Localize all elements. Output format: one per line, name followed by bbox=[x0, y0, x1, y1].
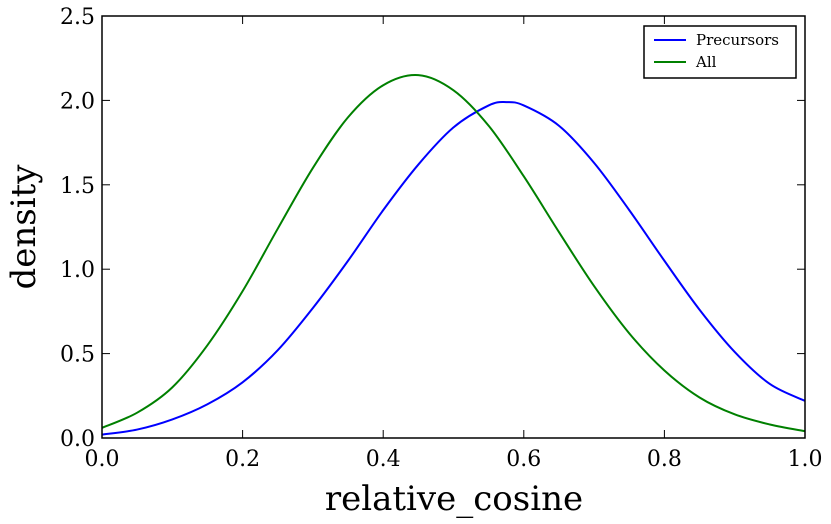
x-tick-label: 1.0 bbox=[788, 447, 823, 472]
x-tick-label: 0.0 bbox=[85, 447, 120, 472]
legend-box bbox=[643, 25, 797, 79]
plot-frame bbox=[101, 15, 806, 439]
legend-label-precursors: Precursors bbox=[696, 31, 779, 49]
x-tick-label: 0.8 bbox=[647, 447, 682, 472]
legend-label-all: All bbox=[695, 53, 717, 71]
axes-layer: 0.0 0.2 0.4 0.6 0.8 1.0 0.0 0.5 1.0 1.5 2.0 2.5 bbox=[60, 5, 823, 472]
x-tick-label: 0.6 bbox=[506, 447, 541, 472]
y-tick-label: 1.5 bbox=[60, 174, 95, 199]
series-line-all bbox=[101, 73, 806, 433]
x-tick-label: 0.2 bbox=[225, 447, 260, 472]
y-tick-label: 2.5 bbox=[60, 5, 95, 30]
y-tick-label: 2.0 bbox=[60, 89, 95, 114]
y-axis-title: density bbox=[4, 164, 44, 290]
y-tick-label: 0.5 bbox=[60, 343, 95, 368]
y-tick-label: 1.0 bbox=[60, 258, 95, 283]
legend: Precursors All bbox=[643, 25, 797, 79]
series-layer bbox=[101, 73, 806, 436]
y-tick-label: 0.0 bbox=[60, 427, 95, 452]
x-axis-title: relative_cosine bbox=[325, 479, 583, 519]
series-line-precursors bbox=[101, 101, 806, 436]
x-tick-label: 0.4 bbox=[366, 447, 401, 472]
